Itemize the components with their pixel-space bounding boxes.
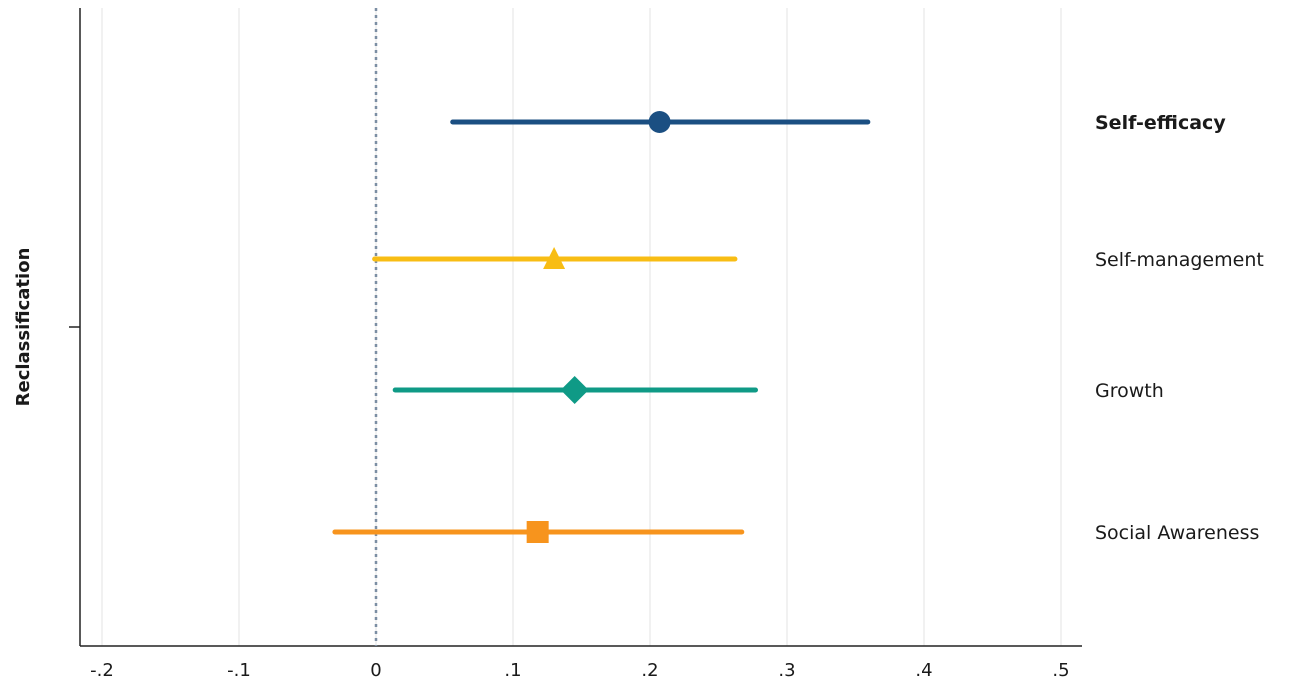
x-tick-label: .4 bbox=[915, 660, 932, 681]
axes: Reclassification bbox=[13, 8, 1082, 647]
gridlines bbox=[101, 8, 1062, 646]
estimate-marker-diamond bbox=[560, 376, 589, 404]
x-tick-label: .5 bbox=[1052, 660, 1069, 681]
x-tick-label: -.1 bbox=[227, 660, 251, 681]
x-axis-ticks: -.2 -.1 0 .1 .2 .3 .4 .5 bbox=[90, 660, 1069, 681]
x-tick-label: .1 bbox=[504, 660, 521, 681]
series-label: Social Awareness bbox=[1095, 522, 1259, 544]
estimate-marker-circle bbox=[648, 111, 671, 133]
series-labels: Self-efficacy Self-management Growth Social… bbox=[1095, 112, 1264, 544]
y-axis-title: Reclassification bbox=[13, 248, 34, 407]
series-label: Self-management bbox=[1095, 249, 1264, 271]
series-label: Growth bbox=[1095, 380, 1164, 402]
x-tick-label: .2 bbox=[641, 660, 658, 681]
estimate-marker-triangle bbox=[543, 247, 566, 269]
x-tick-label: 0 bbox=[370, 660, 381, 681]
x-tick-label: -.2 bbox=[90, 660, 114, 681]
series-label: Self-efficacy bbox=[1095, 112, 1226, 134]
series-group bbox=[332, 111, 871, 543]
x-tick-label: .3 bbox=[778, 660, 795, 681]
estimate-marker-square bbox=[526, 521, 549, 543]
